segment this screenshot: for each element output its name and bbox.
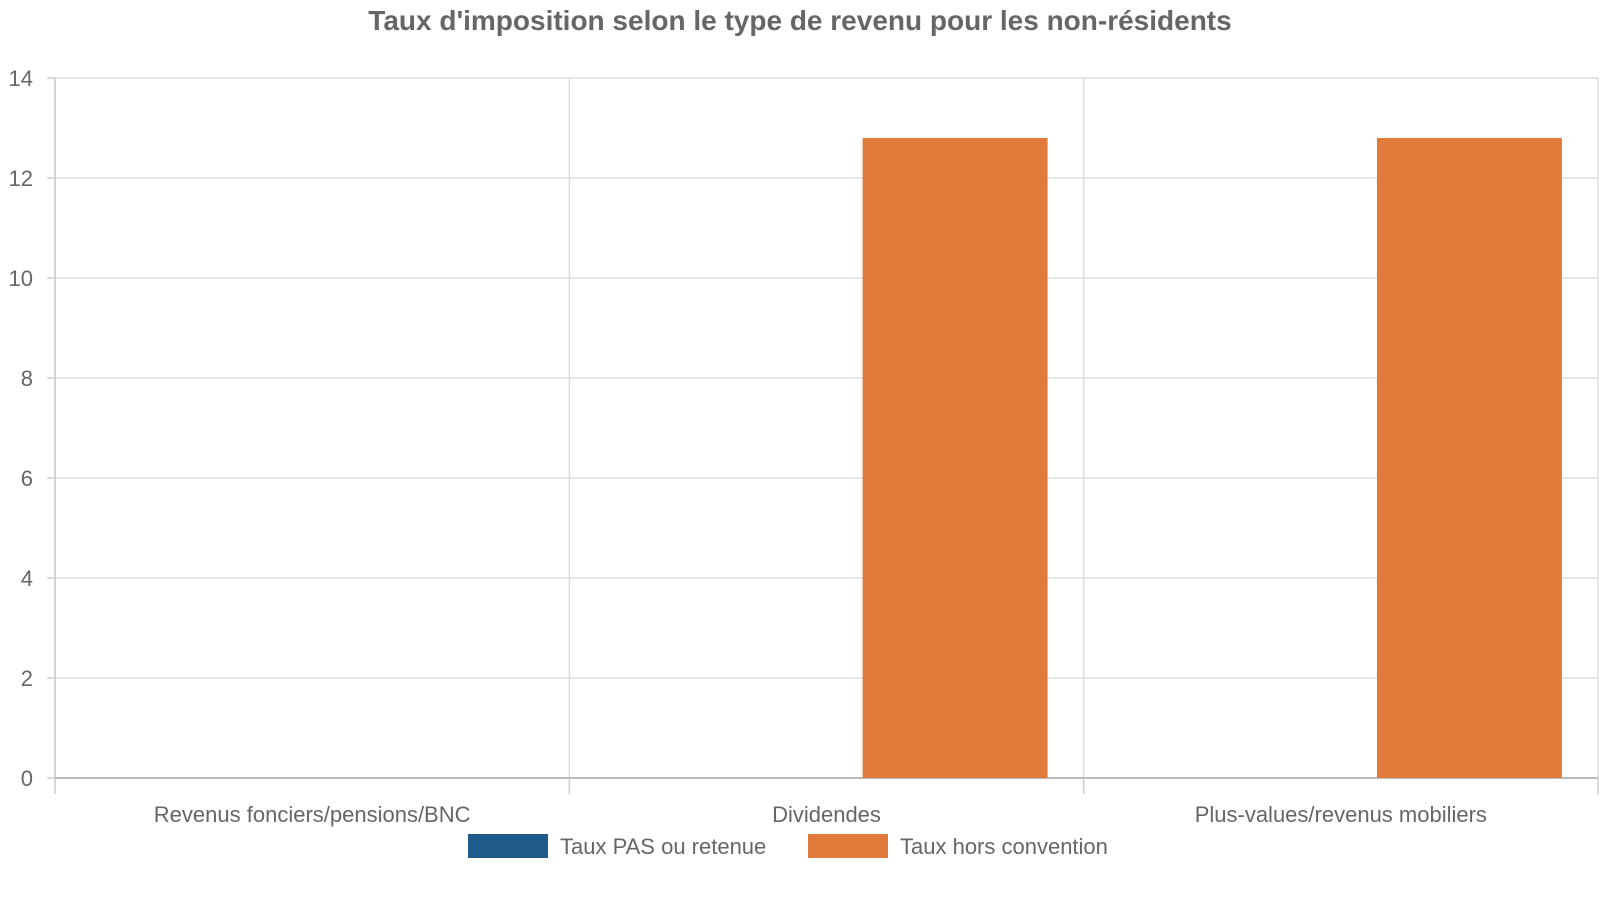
legend-label: Taux hors convention: [900, 834, 1108, 859]
bar-taux-hors-convention[interactable]: [862, 138, 1048, 778]
legend-label: Taux PAS ou retenue: [560, 834, 766, 859]
x-tick-label: Plus-values/revenus mobiliers: [1195, 802, 1487, 827]
legend-swatch: [808, 834, 888, 858]
x-axis-ticks: Revenus fonciers/pensions/BNC Dividendes P…: [54, 778, 1599, 827]
grid-lines: [54, 77, 1599, 778]
x-tick-label: Dividendes: [772, 802, 881, 827]
y-tick-label: 2: [21, 666, 33, 691]
y-tick-label: 6: [21, 466, 33, 491]
y-axis-ticks: 0 2 4 6 8 10 12 14: [9, 66, 55, 791]
legend-swatch: [468, 834, 548, 858]
axes: [54, 78, 1598, 779]
bars: [862, 138, 1562, 778]
y-tick-label: 12: [9, 166, 33, 191]
legend-item[interactable]: Taux hors convention: [808, 834, 1108, 859]
chart-title: Taux d'imposition selon le type de reven…: [368, 5, 1231, 36]
y-tick-label: 8: [21, 366, 33, 391]
y-tick-label: 4: [21, 566, 33, 591]
x-tick-label: Revenus fonciers/pensions/BNC: [154, 802, 471, 827]
legend-item[interactable]: Taux PAS ou retenue: [468, 834, 766, 859]
y-tick-label: 14: [9, 66, 33, 91]
bar-taux-hors-convention[interactable]: [1376, 138, 1562, 778]
y-tick-label: 10: [9, 266, 33, 291]
y-tick-label: 0: [21, 766, 33, 791]
legend[interactable]: Taux PAS ou retenue Taux hors convention: [468, 834, 1108, 859]
